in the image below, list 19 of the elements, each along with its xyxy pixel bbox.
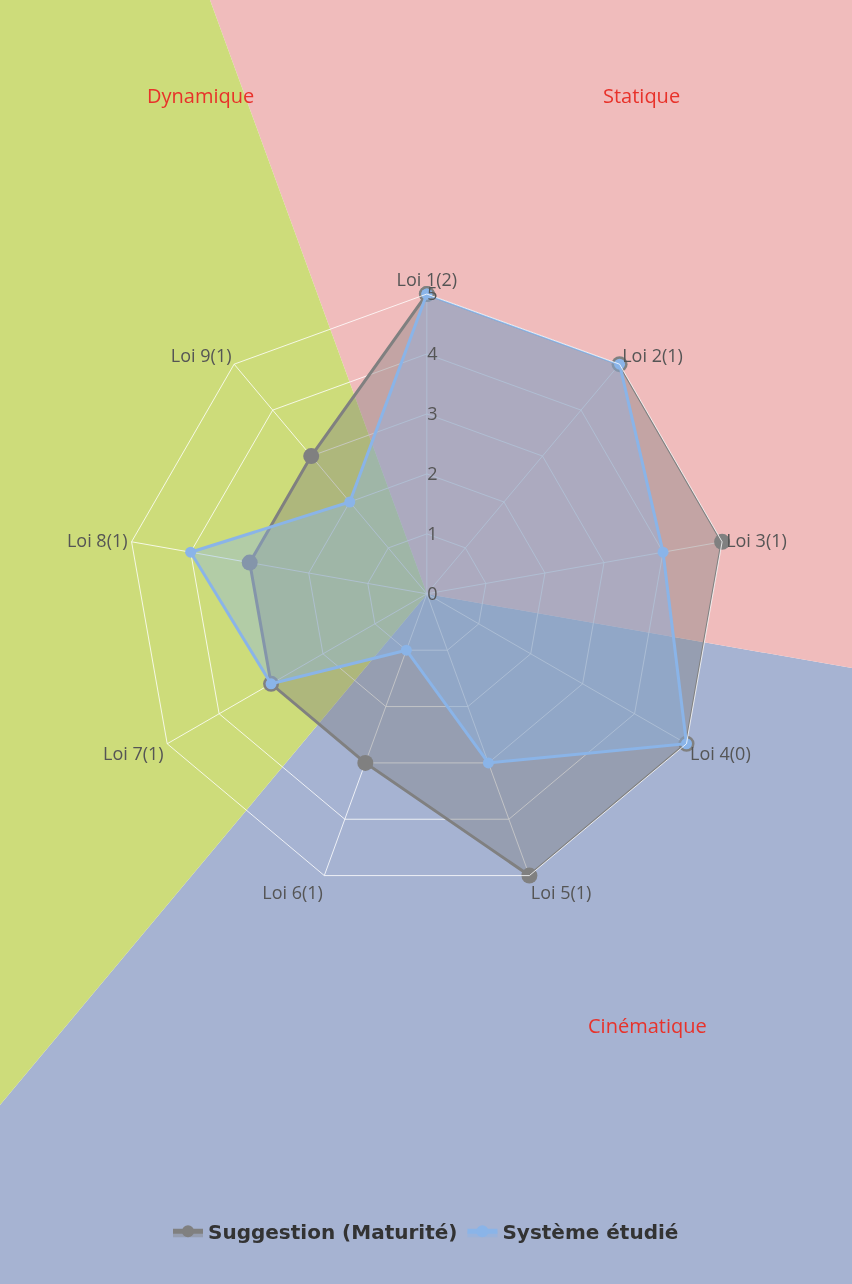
spoke-label: Loi 9(1) xyxy=(170,343,232,368)
text: Dynamique xyxy=(147,82,255,109)
legend-label: Système étudié xyxy=(502,1220,679,1245)
text: Statique xyxy=(603,82,681,109)
y-tick-label: 1 xyxy=(427,520,438,545)
y-tick-label: 2 xyxy=(427,460,438,485)
spoke-label: Loi 3(1) xyxy=(726,527,787,552)
spoke-label: Loi 6(1) xyxy=(262,879,323,904)
text: Cinématique xyxy=(588,1012,707,1039)
spoke-label: Loi 5(1) xyxy=(530,879,592,904)
y-tick-label: 3 xyxy=(427,400,438,425)
y-tick-label: 4 xyxy=(427,340,438,365)
spoke-label: Loi 1(2) xyxy=(396,267,458,292)
spoke-label: Loi 8(1) xyxy=(66,527,128,552)
spoke-label: Loi 4(0) xyxy=(690,741,751,766)
spoke-label: Loi 2(1) xyxy=(622,343,683,368)
spoke-label: Loi 7(1) xyxy=(103,741,164,766)
legend-label: Suggestion (Maturité) xyxy=(208,1220,458,1245)
y-tick-label: 0 xyxy=(427,580,438,605)
